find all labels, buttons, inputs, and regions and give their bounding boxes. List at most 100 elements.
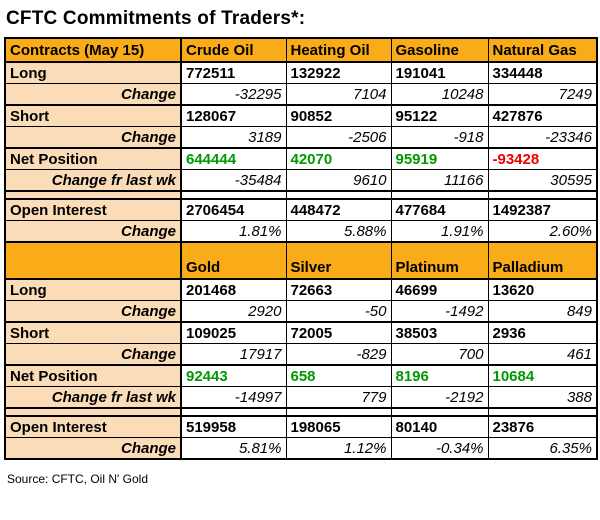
change-label: Change — [4, 343, 182, 366]
change-cell: 17917 — [180, 343, 287, 366]
change-cell: -2192 — [390, 386, 489, 409]
net-position-cell: 92443 — [180, 364, 287, 387]
column-header-gasoline: Gasoline — [390, 37, 489, 63]
change-label: Change — [4, 437, 182, 460]
column-header-contracts: Contracts (May 15) — [4, 37, 182, 63]
value-cell: 191041 — [390, 61, 489, 84]
column-header-silver: Silver — [285, 241, 392, 280]
table-row-short: Short 128067 90852 95122 427876 — [4, 104, 598, 127]
table-row-open-interest: Open Interest 2706454 448472 477684 1492… — [4, 198, 598, 221]
column-header-heating-oil: Heating Oil — [285, 37, 392, 63]
row-label: Long — [4, 278, 182, 301]
row-label: Net Position — [4, 147, 182, 170]
change-cell: 1.12% — [285, 437, 392, 460]
change-cell: -0.34% — [390, 437, 489, 460]
column-header-crude-oil: Crude Oil — [180, 37, 287, 63]
change-cell: 388 — [487, 386, 598, 409]
value-cell: 132922 — [285, 61, 392, 84]
change-label: Change — [4, 300, 182, 323]
cot-table: Contracts (May 15) Crude Oil Heating Oil… — [4, 37, 598, 460]
page-title: CFTC Commitments of Traders*: — [6, 8, 306, 29]
table-row-long: Long 201468 72663 46699 13620 — [4, 278, 598, 301]
spacer-row — [4, 407, 598, 417]
change-cell: 2.60% — [487, 220, 598, 243]
change-cell: 1.91% — [390, 220, 489, 243]
change-label: Change fr last wk — [4, 169, 182, 192]
change-cell: -2506 — [285, 126, 392, 149]
value-cell: 72663 — [285, 278, 392, 301]
row-label: Long — [4, 61, 182, 84]
net-position-cell: 95919 — [390, 147, 489, 170]
change-cell: -14997 — [180, 386, 287, 409]
value-cell: 23876 — [487, 415, 598, 438]
value-cell: 448472 — [285, 198, 392, 221]
value-cell: 90852 — [285, 104, 392, 127]
value-cell: 128067 — [180, 104, 287, 127]
value-cell: 772511 — [180, 61, 287, 84]
change-cell: 7249 — [487, 83, 598, 106]
column-header-gold: Gold — [180, 241, 287, 280]
change-cell: -23346 — [487, 126, 598, 149]
change-cell: 9610 — [285, 169, 392, 192]
net-position-cell: -93428 — [487, 147, 598, 170]
value-cell: 72005 — [285, 321, 392, 344]
value-cell: 13620 — [487, 278, 598, 301]
change-cell: 1.81% — [180, 220, 287, 243]
change-cell: 700 — [390, 343, 489, 366]
change-label: Change — [4, 220, 182, 243]
table-row-long-change: Change -32295 7104 10248 7249 — [4, 83, 598, 106]
column-header-platinum: Platinum — [390, 241, 489, 280]
spacer-row — [4, 190, 598, 200]
value-cell: 109025 — [180, 321, 287, 344]
table-row-long-change: Change 2920 -50 -1492 849 — [4, 300, 598, 323]
net-position-cell: 658 — [285, 364, 392, 387]
table-row-net-change: Change fr last wk -14997 779 -2192 388 — [4, 386, 598, 409]
column-header-natural-gas: Natural Gas — [487, 37, 598, 63]
change-cell: 6.35% — [487, 437, 598, 460]
change-cell: 11166 — [390, 169, 489, 192]
value-cell: 201468 — [180, 278, 287, 301]
table-row-oi-change: Change 5.81% 1.12% -0.34% 6.35% — [4, 437, 598, 460]
change-cell: 5.81% — [180, 437, 287, 460]
row-label: Open Interest — [4, 198, 182, 221]
value-cell: 334448 — [487, 61, 598, 84]
value-cell: 198065 — [285, 415, 392, 438]
net-position-cell: 42070 — [285, 147, 392, 170]
column-header-blank — [4, 241, 182, 280]
value-cell: 2706454 — [180, 198, 287, 221]
change-cell: -829 — [285, 343, 392, 366]
header-row-energy: Contracts (May 15) Crude Oil Heating Oil… — [4, 37, 598, 63]
table-row-short-change: Change 17917 -829 700 461 — [4, 343, 598, 366]
change-cell: 30595 — [487, 169, 598, 192]
source-note: Source: CFTC, Oil N' Gold — [7, 472, 148, 486]
table-row-net-position: Net Position 92443 658 8196 10684 — [4, 364, 598, 387]
change-cell: -918 — [390, 126, 489, 149]
table-row-net-change: Change fr last wk -35484 9610 11166 3059… — [4, 169, 598, 192]
value-cell: 427876 — [487, 104, 598, 127]
table-row-oi-change: Change 1.81% 5.88% 1.91% 2.60% — [4, 220, 598, 243]
change-label: Change — [4, 83, 182, 106]
change-cell: -32295 — [180, 83, 287, 106]
column-header-palladium: Palladium — [487, 241, 598, 280]
value-cell: 80140 — [390, 415, 489, 438]
change-cell: 461 — [487, 343, 598, 366]
table-row-net-position: Net Position 644444 42070 95919 -93428 — [4, 147, 598, 170]
value-cell: 95122 — [390, 104, 489, 127]
change-cell: -50 — [285, 300, 392, 323]
change-cell: 7104 — [285, 83, 392, 106]
change-cell: 3189 — [180, 126, 287, 149]
change-label: Change fr last wk — [4, 386, 182, 409]
header-row-metals: Gold Silver Platinum Palladium — [4, 241, 598, 280]
change-cell: 849 — [487, 300, 598, 323]
table-row-open-interest: Open Interest 519958 198065 80140 23876 — [4, 415, 598, 438]
value-cell: 519958 — [180, 415, 287, 438]
row-label: Open Interest — [4, 415, 182, 438]
row-label: Net Position — [4, 364, 182, 387]
table-row-short: Short 109025 72005 38503 2936 — [4, 321, 598, 344]
value-cell: 2936 — [487, 321, 598, 344]
change-cell: 2920 — [180, 300, 287, 323]
row-label: Short — [4, 104, 182, 127]
change-cell: 779 — [285, 386, 392, 409]
net-position-cell: 8196 — [390, 364, 489, 387]
table-row-long: Long 772511 132922 191041 334448 — [4, 61, 598, 84]
